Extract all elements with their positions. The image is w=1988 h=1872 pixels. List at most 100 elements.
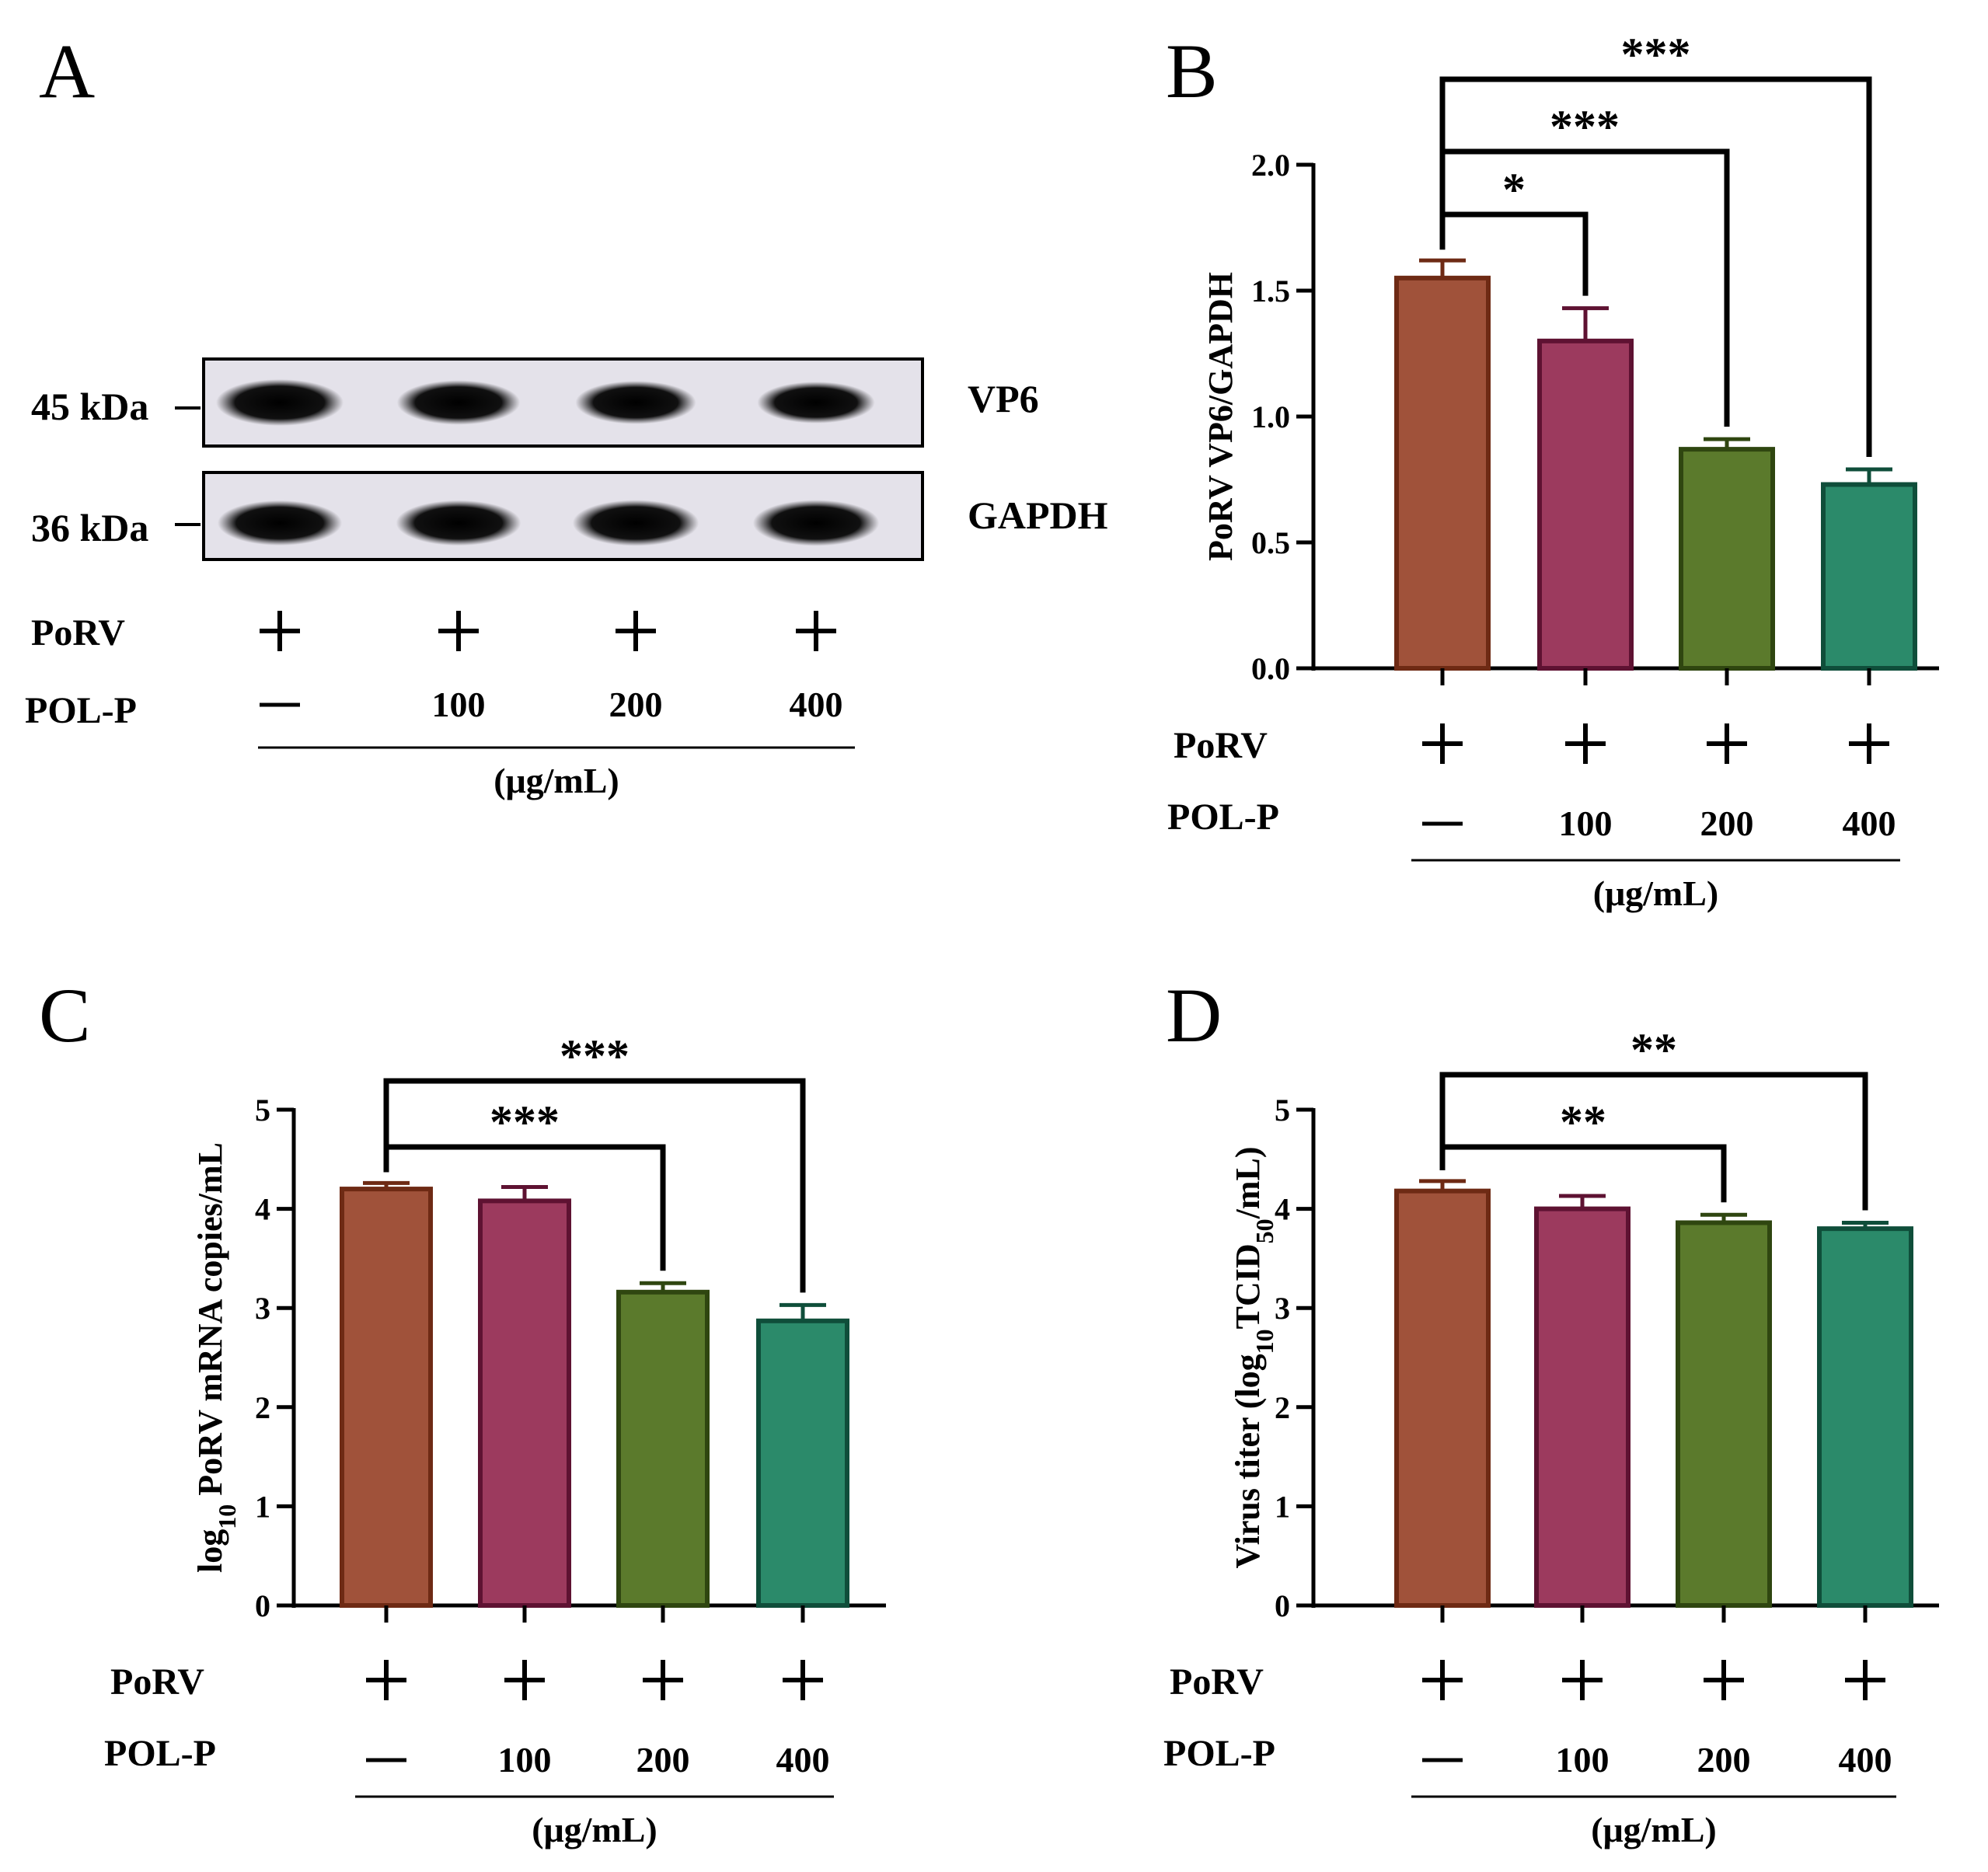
- row-label-polp-a: POL-P: [25, 690, 137, 731]
- panel-letter-a: A: [39, 28, 95, 114]
- lane-a-conc-1: 100: [432, 685, 486, 724]
- chart-c-lane-plus-2: [643, 1660, 683, 1700]
- band-label-vp6: VP6: [968, 377, 1039, 420]
- panel-letter-d: D: [1166, 972, 1222, 1058]
- band-vp6-lane-3: [575, 381, 696, 424]
- lane-a-plus-3: [796, 611, 836, 651]
- chart-c-lane-plus-1: [504, 1660, 545, 1700]
- chart-d-bar-1: [1394, 1188, 1491, 1608]
- lane-a-conc-3: 400: [790, 685, 843, 724]
- chart-c-row-label-porv: PoRV: [110, 1661, 204, 1703]
- band-label-gapdh: GAPDH: [968, 493, 1108, 537]
- chart-b-sig-bracket-3: [1439, 76, 1872, 458]
- chart-c-unit-label: (μg/mL): [532, 1810, 657, 1849]
- chart-c-lane-conc-1: 100: [498, 1740, 552, 1780]
- chart-d-y-label-sub: 10: [1250, 1329, 1278, 1354]
- chart-c-row-label-polp: POL-P: [104, 1733, 216, 1774]
- band-vp6-lane-2: [396, 380, 521, 425]
- panel-letter-b: B: [1166, 28, 1218, 114]
- chart-b-y-label: PoRV VP6/GAPDH: [1202, 272, 1240, 561]
- chart-c-y-tick-label-2: 2: [255, 1390, 270, 1425]
- panel-c-chart: 0 1 2 3 4 5 log10 PoRV mRNA copies/mL ****** PoR…: [104, 1030, 886, 1849]
- chart-c-sig-stars-2: ***: [560, 1030, 630, 1082]
- chart-b-lane-plus-2: [1707, 723, 1747, 764]
- chart-c-lane-plus-3: [783, 1660, 823, 1700]
- chart-d-y-label-pre: Virus titer (log: [1229, 1354, 1267, 1568]
- chart-b-bar-4: [1821, 482, 1917, 671]
- lane-a-conc-2: 200: [609, 685, 663, 724]
- panel-letter-c: C: [39, 972, 91, 1058]
- chart-c-y-label-post: PoRV mRNA copies/mL: [191, 1142, 229, 1504]
- chart-b-lane-conc-3: 400: [1843, 804, 1896, 843]
- chart-d-y-label-sub2: 50: [1250, 1218, 1278, 1243]
- chart-b-lane-conc-1: 100: [1559, 804, 1613, 843]
- chart-b-bar-2: [1537, 338, 1634, 671]
- band-gapdh-lane-2: [396, 500, 521, 546]
- chart-c-lane-plus-0: [366, 1660, 406, 1700]
- chart-c-bar-1: [340, 1187, 433, 1608]
- chart-b-lane-plus-3: [1849, 723, 1889, 764]
- chart-c-bar-4: [756, 1318, 849, 1608]
- chart-d-y-tick-label-2: 2: [1275, 1390, 1290, 1425]
- band-vp6-lane-1: [216, 379, 344, 426]
- band-vp6-lane-4: [757, 382, 875, 424]
- chart-b-sig-stars-1: *: [1502, 164, 1526, 215]
- chart-d-row-label-porv: PoRV: [1170, 1661, 1264, 1703]
- chart-b-y-tick-label-2: 1.0: [1251, 399, 1290, 434]
- chart-d-lane-plus-1: [1562, 1660, 1603, 1700]
- band-gapdh-lane-4: [752, 500, 880, 546]
- chart-c-y-label: log10 PoRV mRNA copies/mL: [191, 1142, 241, 1573]
- chart-d-unit-label: (μg/mL): [1591, 1810, 1717, 1849]
- chart-c-y-label-pre: log: [191, 1529, 229, 1573]
- chart-b-bar-3: [1679, 447, 1775, 671]
- chart-c-bar-3: [616, 1289, 710, 1609]
- chart-d-sig-stars-1: **: [1560, 1096, 1606, 1148]
- chart-d-sig-bracket-2: [1439, 1072, 1868, 1211]
- chart-b-row-label-porv: PoRV: [1174, 725, 1268, 766]
- chart-d-lane-conc-1: 100: [1556, 1740, 1610, 1780]
- chart-c-lane-conc-3: 400: [776, 1740, 830, 1780]
- chart-c-y-tick-label-0: 0: [255, 1588, 270, 1623]
- chart-b-lane-plus-0: [1422, 723, 1463, 764]
- chart-d-y-label-post: /mL): [1229, 1146, 1267, 1219]
- chart-d-lane-conc-2: 200: [1697, 1740, 1751, 1780]
- chart-b-row-label-polp: POL-P: [1167, 797, 1279, 838]
- panel-d-chart: 0 1 2 3 4 5 Virus titer (log10TCID50/mL) ** ** Po…: [1163, 1024, 1939, 1849]
- chart-c-y-tick-label-3: 3: [255, 1291, 270, 1326]
- band-gapdh-lane-1: [218, 500, 342, 546]
- chart-b-y-tick-label-3: 1.5: [1251, 274, 1290, 309]
- chart-d-row-label-polp: POL-P: [1163, 1733, 1275, 1774]
- chart-b-unit-label: (μg/mL): [1593, 873, 1719, 913]
- chart-d-bar-4: [1817, 1226, 1913, 1608]
- marker-36kda: 36 kDa: [31, 506, 148, 549]
- chart-c-y-tick-label-4: 4: [255, 1192, 270, 1227]
- chart-c-y-tick-label-5: 5: [255, 1093, 270, 1128]
- row-label-porv-a: PoRV: [31, 612, 125, 654]
- chart-d-y-tick-label-3: 3: [1275, 1291, 1290, 1326]
- chart-b-lane-conc-2: 200: [1700, 804, 1754, 843]
- chart-d-bar-3: [1676, 1220, 1772, 1608]
- chart-d-bar-2: [1534, 1206, 1631, 1608]
- chart-c-lane-conc-2: 200: [637, 1740, 690, 1780]
- unit-label-a: (μg/mL): [494, 761, 619, 800]
- chart-b-bar-1: [1394, 275, 1491, 671]
- chart-d-y-tick-label-1: 1: [1275, 1489, 1290, 1524]
- chart-d-y-tick-label-0: 0: [1275, 1588, 1290, 1623]
- chart-d-lane-plus-3: [1845, 1660, 1885, 1700]
- chart-c-sig-stars-1: ***: [490, 1096, 560, 1148]
- chart-d-y-label-mid: TCID: [1229, 1243, 1267, 1329]
- chart-b-y-tick-label-0: 0.0: [1251, 651, 1290, 686]
- chart-d-y-tick-label-5: 5: [1275, 1093, 1290, 1128]
- chart-b-y-tick-label-4: 2.0: [1251, 148, 1290, 183]
- chart-d-y-tick-label-4: 4: [1275, 1192, 1290, 1227]
- lane-a-plus-1: [438, 611, 479, 651]
- chart-c-y-label-sub: 10: [213, 1504, 241, 1529]
- lane-a-plus-2: [616, 611, 656, 651]
- chart-d-lane-plus-2: [1704, 1660, 1744, 1700]
- chart-b-y-tick-label-1: 0.5: [1251, 525, 1290, 560]
- panel-a-western-blot: 45 kDa 36 kDa VP6 GAPDH PoRV POL-P 100 20…: [25, 357, 1108, 800]
- chart-b-lane-plus-1: [1565, 723, 1606, 764]
- chart-c-y-tick-label-1: 1: [255, 1489, 270, 1524]
